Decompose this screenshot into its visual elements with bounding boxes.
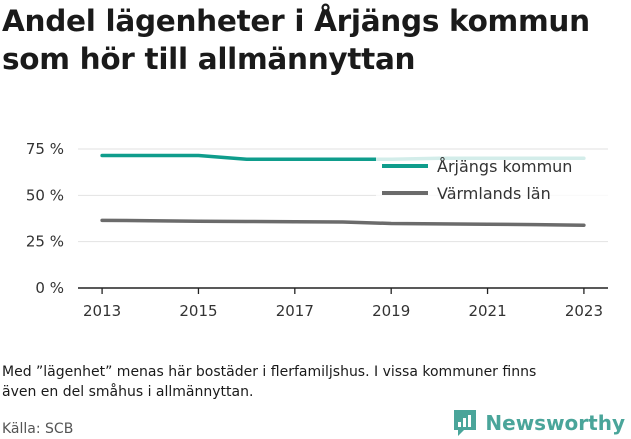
x-tick-label: 2017: [276, 302, 314, 320]
y-tick-label: 75 %: [26, 140, 64, 158]
line-chart: 0 % 25 % 50 % 75 % 2013 2015 2017 2019 2021 2023…: [26, 140, 608, 320]
legend: Årjängs kommun Värmlands län: [376, 152, 608, 208]
x-tick-label: 2013: [83, 302, 121, 320]
chart-title-line-2: som hör till allmännyttan: [2, 42, 416, 76]
x-tick-label: 2023: [565, 302, 603, 320]
footnote: Med ”lägenhet” menas här bostäder i fler…: [2, 362, 612, 402]
x-tick-label: 2015: [179, 302, 217, 320]
y-tick-label: 25 %: [26, 233, 64, 251]
x-tick-label: 2021: [468, 302, 506, 320]
legend-label: Värmlands län: [437, 184, 551, 203]
chart-title-line-1: Andel lägenheter i Årjängs kommun: [2, 4, 590, 38]
series-line-varmlands-lan: [100, 218, 586, 227]
y-tick-label: 0 %: [35, 279, 64, 297]
x-axis-ticks: 2013 2015 2017 2019 2021 2023: [83, 288, 603, 320]
source-label: Källa: SCB: [2, 421, 74, 437]
footnote-line-1: Med ”lägenhet” menas här bostäder i fler…: [2, 364, 537, 380]
legend-background: [376, 152, 608, 208]
legend-label: Årjängs kommun: [437, 157, 572, 176]
brand-logo: Newsworthy: [452, 408, 625, 438]
newsworthy-logo-icon: [454, 410, 477, 436]
y-axis-ticks: 0 % 25 % 50 % 75 %: [26, 140, 64, 297]
x-tick-label: 2019: [372, 302, 410, 320]
footnote-line-2: även en del småhus i allmännyttan.: [2, 384, 254, 400]
chart-title: Andel lägenheter i Årjängs kommun som hö…: [2, 2, 627, 78]
brand-name: Newsworthy: [485, 411, 625, 435]
y-tick-label: 50 %: [26, 186, 64, 204]
